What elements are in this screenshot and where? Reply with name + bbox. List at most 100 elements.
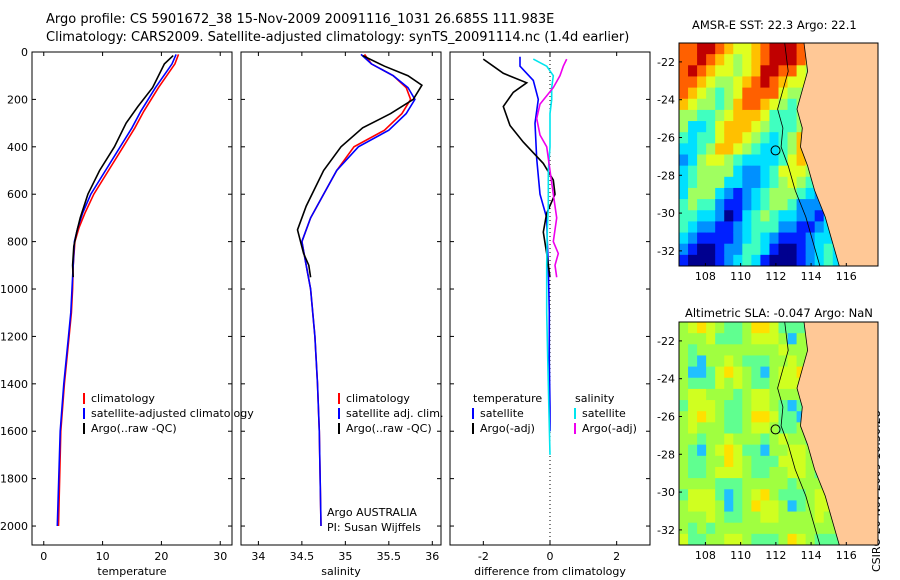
- map-cell: [778, 344, 789, 356]
- map-cell: [679, 76, 689, 89]
- map-cell: [715, 522, 725, 535]
- map-cell: [724, 154, 734, 167]
- map-cell: [733, 444, 743, 457]
- legend-label: climatology: [91, 392, 155, 405]
- map-cell: [715, 366, 725, 379]
- map-cell: [787, 54, 798, 66]
- map-x-tick-label: 110: [730, 549, 751, 562]
- map-cell: [688, 388, 698, 401]
- map-cell: [706, 154, 716, 167]
- map-cell: [787, 511, 798, 524]
- map-cell: [733, 522, 743, 535]
- map-cell: [787, 366, 798, 379]
- map-cell: [679, 533, 689, 546]
- map-cell: [760, 87, 770, 100]
- map-cell: [706, 176, 716, 189]
- map-cell: [805, 533, 816, 546]
- map-cell: [733, 98, 743, 111]
- map-cell: [706, 344, 716, 356]
- map-cell: [688, 522, 698, 535]
- map-cell: [805, 466, 816, 479]
- map-cell: [796, 500, 807, 513]
- map-cell: [769, 377, 779, 390]
- panel-frame: [31, 51, 233, 546]
- map-cell: [688, 500, 698, 513]
- map-cell: [751, 533, 761, 546]
- map-cell: [751, 355, 761, 368]
- map-cell: [751, 243, 761, 256]
- map-cell: [724, 254, 734, 267]
- x-tick-label: 34.5: [290, 550, 315, 563]
- map-cell: [760, 433, 770, 446]
- map-cell: [760, 199, 770, 211]
- map-cell: [706, 377, 716, 390]
- map-cell: [742, 466, 752, 479]
- x-axis-label: salinity: [321, 565, 361, 578]
- map-cell: [778, 154, 789, 167]
- series-line: [519, 56, 551, 432]
- map-cell: [769, 455, 779, 468]
- map-cell: [751, 388, 761, 401]
- map-frame: [678, 42, 879, 267]
- map-cell: [751, 109, 761, 122]
- map-cell: [769, 165, 779, 178]
- series-line: [532, 58, 555, 455]
- map-cell: [715, 355, 725, 368]
- map-cell: [688, 199, 698, 211]
- map-cell: [679, 132, 689, 144]
- map-cell: [679, 65, 689, 77]
- map-cell: [715, 411, 725, 423]
- map-cell: [796, 232, 807, 245]
- map-cell: [679, 366, 689, 379]
- title-line-2: Climatology: CARS2009. Satellite-adjuste…: [46, 30, 630, 45]
- map-cell: [769, 433, 779, 446]
- map-cell: [679, 355, 689, 368]
- map-cell: [760, 121, 770, 133]
- map-cell: [751, 322, 761, 334]
- map-cell: [688, 466, 698, 479]
- map-cell: [796, 121, 807, 133]
- map-cell: [697, 121, 707, 133]
- map-cell: [796, 210, 807, 222]
- map-cell: [715, 187, 725, 200]
- map-frame: [678, 321, 879, 546]
- map-cell: [724, 333, 734, 345]
- map-cell: [751, 98, 761, 111]
- map-cell: [778, 243, 789, 256]
- map-cell: [769, 500, 779, 513]
- map-cell: [814, 221, 825, 234]
- map-cell: [715, 433, 725, 446]
- map-group: [678, 42, 879, 267]
- map-cell: [679, 232, 689, 245]
- map-cell: [805, 522, 816, 535]
- map-cell: [751, 65, 761, 77]
- map-cell: [742, 132, 752, 144]
- map-cell: [715, 98, 725, 111]
- map-cell: [688, 165, 698, 178]
- map-cell: [805, 478, 816, 490]
- map-cell: [679, 466, 689, 479]
- x-tick-label: 35: [338, 550, 352, 563]
- map-cell: [760, 132, 770, 144]
- map-cell: [706, 422, 716, 434]
- map-cell: [796, 165, 807, 178]
- map-cell: [733, 333, 743, 345]
- map-cell: [769, 221, 779, 234]
- map-cell: [814, 254, 825, 267]
- map-cell: [724, 210, 734, 222]
- map-cell: [733, 533, 743, 546]
- map-cell: [778, 210, 789, 222]
- map-cell: [787, 121, 798, 133]
- map-cell: [697, 511, 707, 524]
- map-cell: [787, 221, 798, 234]
- map-cell: [697, 533, 707, 546]
- map-cell: [742, 377, 752, 390]
- map-cell: [733, 466, 743, 479]
- map-cell: [697, 43, 707, 55]
- map-cell: [778, 254, 789, 267]
- map-cell: [742, 98, 752, 111]
- map-cell: [769, 54, 779, 66]
- map-cell: [733, 243, 743, 256]
- map-cell: [751, 154, 761, 167]
- map-cell: [733, 366, 743, 379]
